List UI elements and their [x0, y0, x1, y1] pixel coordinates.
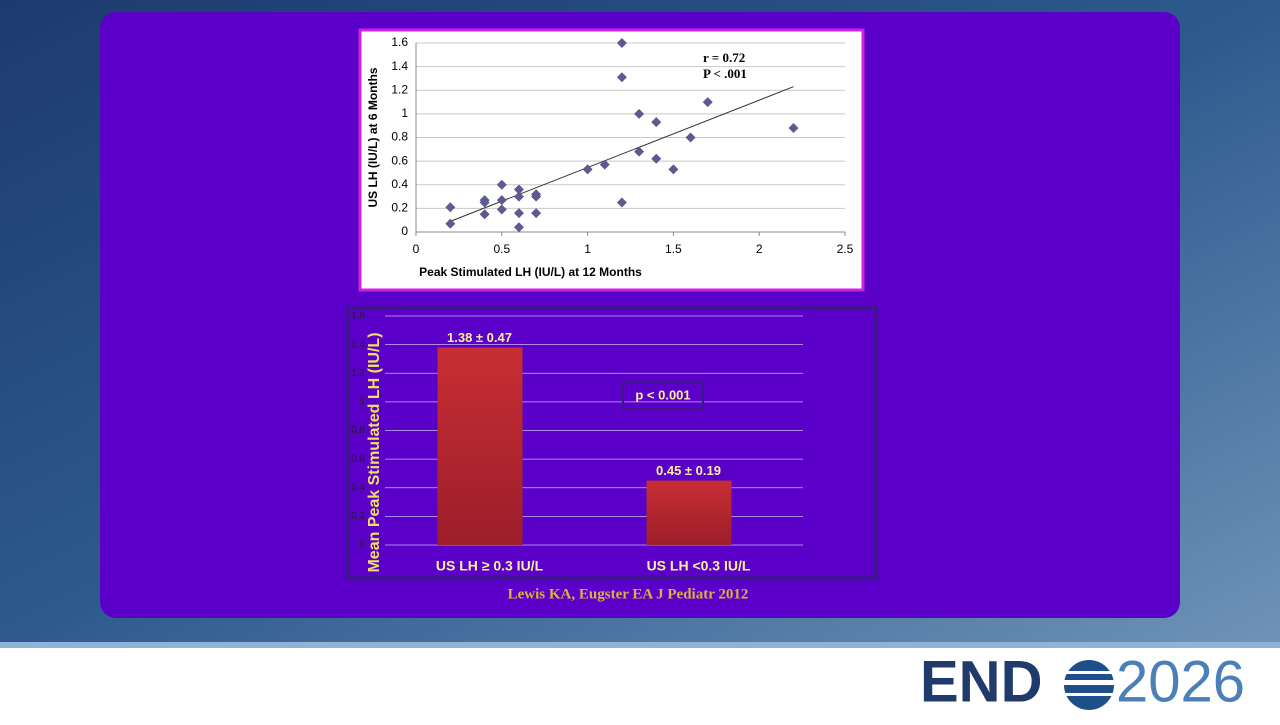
- data-point: [634, 146, 645, 157]
- annotation-box: [622, 382, 704, 410]
- data-point: [616, 38, 627, 48]
- y-tick-label: 0.2: [351, 511, 365, 522]
- y-tick-label: 1.6: [391, 35, 408, 49]
- y-tick-label: 1: [401, 106, 408, 120]
- data-point: [668, 164, 679, 175]
- citation: Lewis KA, Eugster EA J Pediatr 2012: [508, 586, 749, 602]
- x-tick-label: 2: [756, 242, 763, 256]
- data-point: [513, 184, 524, 195]
- data-point: [496, 179, 507, 190]
- annotation: P < .001: [703, 66, 747, 81]
- data-point: [496, 195, 507, 206]
- y-axis-label: Mean Peak Stimulated LH (IU/L): [366, 332, 383, 572]
- value-label: 0.45 ± 0.19: [656, 463, 721, 478]
- data-point: [531, 208, 542, 219]
- data-point: [513, 191, 524, 202]
- data-point: [634, 108, 645, 119]
- logo-year: 2026: [1116, 649, 1245, 714]
- scatter-frame: [358, 28, 865, 292]
- data-point: [685, 132, 696, 143]
- bar-frame: [346, 306, 878, 580]
- data-point: [582, 164, 593, 175]
- y-tick-label: 0.6: [391, 153, 408, 167]
- y-tick-label: 0.8: [351, 425, 365, 436]
- data-point: [788, 123, 799, 134]
- data-point: [616, 72, 627, 83]
- value-label: 1.38 ± 0.47: [447, 330, 512, 345]
- data-point: [479, 209, 490, 220]
- data-point: [651, 153, 662, 164]
- data-point: [445, 218, 456, 229]
- y-tick-label: 0.8: [391, 130, 408, 144]
- data-point: [479, 197, 490, 208]
- data-point: [445, 202, 456, 213]
- data-point: [616, 197, 627, 208]
- logo-brand: END: [920, 649, 1042, 714]
- y-tick-label: 0.6: [351, 454, 365, 465]
- logo-globe: [1060, 660, 1118, 710]
- trendline: [450, 86, 794, 222]
- x-tick-label: US LH <0.3 IU/L: [647, 558, 751, 574]
- data-point: [513, 222, 524, 233]
- y-axis-label: US LH (IU/L) at 6 Months: [366, 67, 380, 207]
- data-point: [599, 159, 610, 170]
- y-tick-label: 0.4: [351, 482, 365, 493]
- bar: [437, 347, 523, 545]
- y-tick-label: 0.4: [391, 177, 408, 191]
- data-point: [513, 208, 524, 219]
- y-tick-label: 0: [401, 224, 408, 238]
- data-point: [651, 117, 662, 128]
- x-tick-label: 0: [413, 242, 420, 256]
- x-tick-label: 1: [584, 242, 591, 256]
- y-tick-label: 1.4: [391, 59, 408, 73]
- annotation: p < 0.001: [635, 387, 690, 402]
- x-tick-label: US LH ≥ 0.3 IU/L: [436, 558, 544, 574]
- y-tick-label: 0.2: [391, 201, 408, 215]
- divider: [0, 642, 1280, 648]
- x-tick-label: 2.5: [837, 242, 854, 256]
- y-tick-label: 0: [359, 540, 365, 551]
- data-point: [496, 204, 507, 215]
- y-tick-label: 1: [359, 397, 365, 408]
- y-tick-label: 1.2: [391, 82, 408, 96]
- data-point: [702, 97, 713, 108]
- y-tick-label: 1.2: [351, 368, 365, 379]
- annotation: r = 0.72: [703, 50, 745, 65]
- y-tick-label: 1.6: [351, 311, 365, 322]
- y-tick-label: 1.4: [351, 339, 365, 350]
- bar: [646, 480, 732, 545]
- x-tick-label: 0.5: [493, 242, 510, 256]
- data-point: [531, 191, 542, 202]
- x-tick-label: 1.5: [665, 242, 682, 256]
- x-axis-label: Peak Stimulated LH (IU/L) at 12 Months: [419, 265, 642, 279]
